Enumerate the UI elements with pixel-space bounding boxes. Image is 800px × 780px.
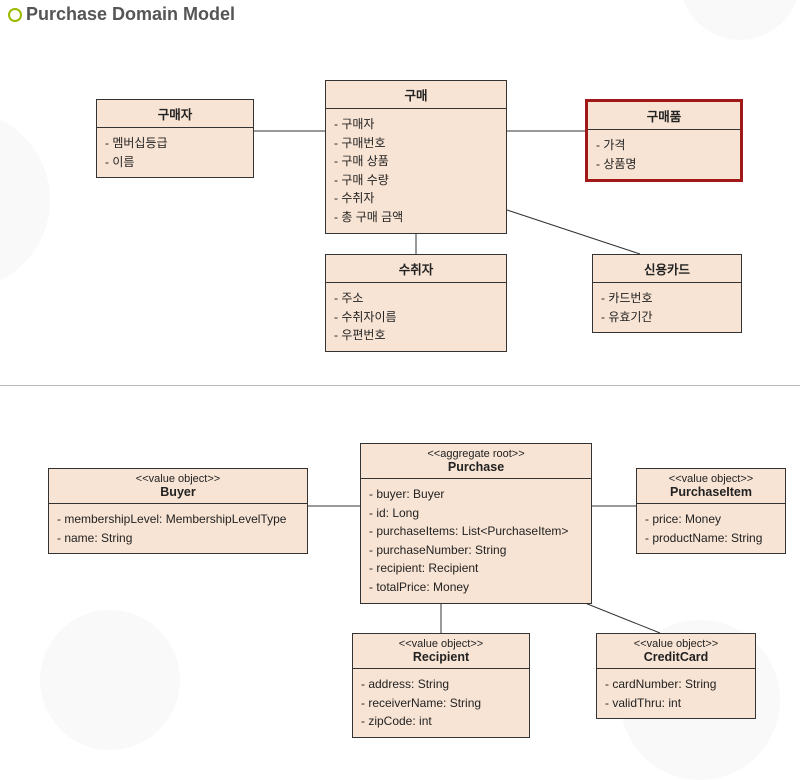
uml-box-title: <<value object>>CreditCard [597, 634, 755, 669]
uml-attr: - purchaseItems: List<PurchaseItem> [369, 522, 583, 541]
uml-attr: - receiverName: String [361, 694, 521, 713]
uml-attr: - 상품명 [596, 155, 732, 174]
uml-attr: - 구매 상품 [334, 152, 498, 171]
uml-attr: - 구매 수량 [334, 171, 498, 190]
uml-attr: - productName: String [645, 529, 777, 548]
uml-stereotype: <<aggregate root>> [367, 448, 585, 460]
uml-stereotype: <<value object>> [603, 638, 749, 650]
uml-attrs: - membershipLevel: MembershipLevelType- … [49, 504, 307, 553]
uml-box-title: 구매자 [97, 100, 253, 128]
uml-box-title: <<value object>>Buyer [49, 469, 307, 504]
header-bullet-icon [8, 8, 22, 22]
uml-attr: - validThru: int [605, 694, 747, 713]
uml-attr: - 수취자이름 [334, 308, 498, 327]
uml-attr: - 카드번호 [601, 289, 733, 308]
diagram1-box-item: 구매품 - 가격- 상품명 [585, 99, 743, 182]
uml-attrs: - address: String- receiverName: String-… [353, 669, 529, 737]
uml-box-title: <<aggregate root>>Purchase [361, 444, 591, 479]
uml-attr: - price: Money [645, 510, 777, 529]
uml-attrs: - price: Money- productName: String [637, 504, 785, 553]
uml-box-title: <<value object>>Recipient [353, 634, 529, 669]
uml-attr: - 구매자 [334, 115, 498, 134]
uml-box-name: CreditCard [644, 650, 709, 664]
diagram1-box-creditcard: 신용카드 - 카드번호- 유효기간 [592, 254, 742, 333]
uml-attr: - buyer: Buyer [369, 485, 583, 504]
uml-box-title: 구매품 [588, 102, 740, 130]
diagram1-box-purchase: 구매 - 구매자- 구매번호- 구매 상품- 구매 수량- 수취자- 총 구매 금… [325, 80, 507, 234]
uml-box-name: Buyer [160, 485, 195, 499]
page-title: Purchase Domain Model [26, 4, 235, 25]
uml-box-name: PurchaseItem [670, 485, 752, 499]
uml-attr: - totalPrice: Money [369, 578, 583, 597]
uml-attr: - 이름 [105, 153, 245, 172]
uml-box-name: 수취자 [399, 263, 434, 277]
uml-stereotype: <<value object>> [643, 473, 779, 485]
uml-attrs: - 카드번호- 유효기간 [593, 283, 741, 332]
uml-box-title: <<value object>>PurchaseItem [637, 469, 785, 504]
diagram2-box-purchase: <<aggregate root>>Purchase- buyer: Buyer… [360, 443, 592, 604]
uml-box-name: 구매품 [647, 110, 682, 124]
uml-attr: - 유효기간 [601, 308, 733, 327]
diagram2-box-buyer: <<value object>>Buyer- membershipLevel: … [48, 468, 308, 554]
uml-attr: - 주소 [334, 289, 498, 308]
bg-circle [0, 110, 50, 290]
uml-attr: - 우편번호 [334, 326, 498, 345]
uml-box-name: 구매자 [158, 108, 193, 122]
uml-attrs: - cardNumber: String- validThru: int [597, 669, 755, 718]
uml-box-name: 신용카드 [644, 263, 690, 277]
bg-circle [680, 0, 800, 40]
uml-box-name: Purchase [448, 460, 504, 474]
page-header: Purchase Domain Model [8, 4, 235, 25]
uml-attr: - 멤버십등급 [105, 134, 245, 153]
diagram2-box-item: <<value object>>PurchaseItem- price: Mon… [636, 468, 786, 554]
uml-attrs: - 가격- 상품명 [588, 130, 740, 179]
uml-attr: - 구매번호 [334, 134, 498, 153]
uml-box-name: Recipient [413, 650, 469, 664]
diagram1-edge-purchase-creditcard [507, 210, 640, 254]
uml-box-title: 수취자 [326, 255, 506, 283]
diagram2-box-creditcard: <<value object>>CreditCard- cardNumber: … [596, 633, 756, 719]
uml-box-title: 구매 [326, 81, 506, 109]
uml-attr: - cardNumber: String [605, 675, 747, 694]
uml-box-title: 신용카드 [593, 255, 741, 283]
diagram1-box-buyer: 구매자 - 멤버십등급- 이름 [96, 99, 254, 178]
uml-stereotype: <<value object>> [359, 638, 523, 650]
uml-attr: - id: Long [369, 504, 583, 523]
diagram2-box-recipient: <<value object>>Recipient- address: Stri… [352, 633, 530, 738]
uml-attr: - 총 구매 금액 [334, 208, 498, 227]
uml-box-name: 구매 [404, 89, 427, 103]
diagram1-box-recipient: 수취자 - 주소- 수취자이름- 우편번호 [325, 254, 507, 352]
bg-circle [40, 610, 180, 750]
uml-attr: - purchaseNumber: String [369, 541, 583, 560]
uml-attrs: - 구매자- 구매번호- 구매 상품- 구매 수량- 수취자- 총 구매 금액 [326, 109, 506, 233]
uml-attr: - name: String [57, 529, 299, 548]
uml-attrs: - 멤버십등급- 이름 [97, 128, 253, 177]
uml-attr: - zipCode: int [361, 712, 521, 731]
uml-attrs: - buyer: Buyer- id: Long- purchaseItems:… [361, 479, 591, 603]
uml-attrs: - 주소- 수취자이름- 우편번호 [326, 283, 506, 351]
section-divider [0, 385, 800, 386]
uml-attr: - 가격 [596, 136, 732, 155]
uml-attr: - address: String [361, 675, 521, 694]
uml-attr: - 수취자 [334, 189, 498, 208]
uml-stereotype: <<value object>> [55, 473, 301, 485]
uml-attr: - recipient: Recipient [369, 559, 583, 578]
uml-attr: - membershipLevel: MembershipLevelType [57, 510, 299, 529]
